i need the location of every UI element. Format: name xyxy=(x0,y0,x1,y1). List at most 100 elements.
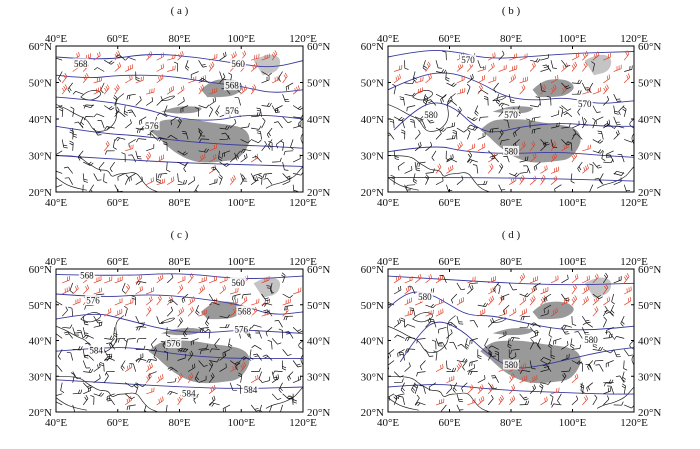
wind-barb xyxy=(292,393,297,404)
wind-barb xyxy=(405,348,416,353)
contour-label: 580 xyxy=(424,110,438,120)
wind-barb xyxy=(93,67,105,72)
wind-barb xyxy=(529,331,538,339)
wind-barb xyxy=(582,322,594,328)
wind-barb xyxy=(393,64,403,72)
wind-barb xyxy=(198,153,206,163)
lat-tick-label: 50°N xyxy=(29,78,52,90)
wind-barb xyxy=(509,337,520,342)
wind-barb xyxy=(571,284,577,295)
wind-barb xyxy=(208,395,216,406)
wind-barb xyxy=(168,299,178,306)
wind-barb xyxy=(190,338,199,346)
wind-barb xyxy=(533,282,541,292)
wind-barb xyxy=(562,111,573,118)
wind-barb xyxy=(393,285,402,295)
wind-barb xyxy=(464,338,470,349)
wind-barb xyxy=(498,102,510,108)
wind-barb xyxy=(404,336,416,342)
lat-tick-label: 60°N xyxy=(307,41,330,53)
wind-barb xyxy=(613,129,620,140)
wind-barb xyxy=(530,103,541,108)
wind-barb xyxy=(416,338,426,344)
wind-barb xyxy=(56,300,63,306)
wind-barb xyxy=(414,273,422,284)
wind-barb xyxy=(198,327,209,332)
lon-tick-label: 120°E xyxy=(289,197,317,209)
wind-barb xyxy=(208,293,218,302)
contour-label-bg xyxy=(143,120,160,131)
lat-tick-label: 30°N xyxy=(307,151,330,163)
wind-barb xyxy=(261,71,272,76)
wind-barb xyxy=(205,316,210,327)
wind-barb xyxy=(210,166,220,174)
wind-barb xyxy=(548,338,553,349)
wind-barb xyxy=(114,62,122,72)
wind-barb xyxy=(104,335,115,340)
wind-barb xyxy=(156,52,165,61)
wind-barb xyxy=(219,161,230,167)
wind-barb xyxy=(477,74,486,84)
wind-barb xyxy=(613,401,624,406)
wind-barb xyxy=(445,150,450,161)
wind-barb xyxy=(167,65,176,72)
wind-barb xyxy=(250,62,258,72)
wind-barb xyxy=(261,53,270,61)
wind-barb xyxy=(241,293,252,299)
wind-barb xyxy=(282,349,292,356)
contour-label-bg xyxy=(85,295,102,306)
coastline xyxy=(160,317,175,323)
wind-barb xyxy=(508,282,517,291)
wind-barb xyxy=(60,382,65,393)
height-contour xyxy=(388,176,634,182)
wind-barb xyxy=(104,371,115,376)
lat-tick-label: 60°N xyxy=(29,41,52,53)
wind-barb xyxy=(177,353,186,361)
wind-barb xyxy=(570,173,575,184)
contour-label: 570 xyxy=(578,99,592,109)
contour-label: 576 xyxy=(145,121,159,131)
wind-barb xyxy=(509,64,518,72)
wind-barb xyxy=(156,137,168,142)
wind-barb xyxy=(72,90,84,95)
wind-barb xyxy=(468,282,478,288)
wind-barb xyxy=(219,323,230,329)
wind-barb xyxy=(467,370,478,376)
wind-barb xyxy=(467,124,478,129)
wind-barb xyxy=(401,129,406,140)
wind-barb xyxy=(292,121,302,129)
wind-barb xyxy=(571,90,582,95)
wind-barb xyxy=(435,127,447,132)
wind-barb xyxy=(72,389,83,395)
height-contour xyxy=(393,102,634,133)
wind-barb xyxy=(425,309,434,317)
wind-barb xyxy=(222,349,231,357)
wind-barb xyxy=(509,172,520,177)
wind-barb xyxy=(477,132,486,140)
wind-barb xyxy=(581,327,590,335)
wind-barb xyxy=(400,317,405,328)
wind-barb xyxy=(498,394,504,406)
wind-barb xyxy=(416,371,426,377)
wind-barb xyxy=(187,76,197,84)
lon-tick-label: 80°E xyxy=(168,33,190,45)
lon-tick-label: 60°E xyxy=(438,256,460,268)
wind-barb xyxy=(190,71,199,79)
wind-barb xyxy=(456,316,464,325)
wind-barb xyxy=(529,374,538,384)
wind-barb xyxy=(288,395,294,405)
wind-barb xyxy=(58,71,63,82)
wind-barb xyxy=(146,387,155,395)
wind-barb xyxy=(572,133,583,140)
wind-barb xyxy=(606,150,614,159)
wind-barb xyxy=(84,354,94,361)
wind-barb xyxy=(508,349,514,360)
wind-barb xyxy=(540,396,548,406)
wind-barb xyxy=(550,122,560,129)
contour-label: 570 xyxy=(461,55,475,65)
wind-barb xyxy=(398,119,405,129)
wind-barb xyxy=(487,317,495,328)
wind-barb xyxy=(469,360,478,367)
wind-barb xyxy=(580,382,585,393)
wind-barb xyxy=(274,121,283,129)
